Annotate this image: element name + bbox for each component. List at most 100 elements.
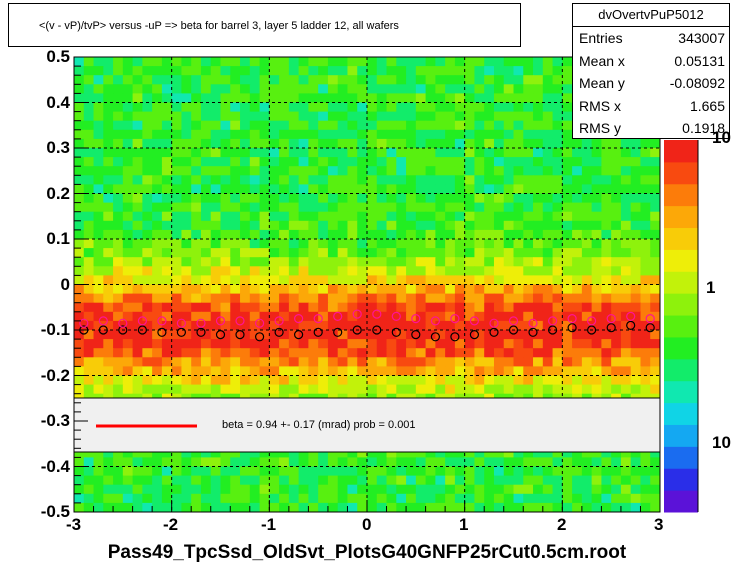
heatmap-cell <box>220 384 231 395</box>
heatmap-cell <box>132 284 143 295</box>
heatmap-cell <box>357 129 368 140</box>
heatmap-cell <box>386 502 397 512</box>
heatmap-cell <box>503 57 515 67</box>
y-tick-label: 0.2 <box>46 184 70 203</box>
heatmap-cell <box>327 475 339 486</box>
heatmap-cell <box>503 375 515 386</box>
heatmap-cell <box>93 75 104 85</box>
heatmap-cell <box>542 84 554 94</box>
heatmap-cell <box>406 239 417 249</box>
heatmap-cell <box>74 166 85 176</box>
heatmap-cell <box>523 157 534 167</box>
heatmap-cell <box>83 366 95 377</box>
heatmap-cell <box>337 384 349 395</box>
heatmap-cell <box>386 220 397 231</box>
heatmap-cell <box>103 148 114 158</box>
heatmap-cell <box>161 239 173 249</box>
heatmap-cell <box>142 275 153 286</box>
heatmap-cell <box>484 457 495 468</box>
heatmap-cell <box>113 366 124 377</box>
heatmap-cell <box>542 320 554 331</box>
heatmap-cell <box>279 157 290 167</box>
heatmap-cell <box>220 366 231 377</box>
heatmap-cell <box>640 320 651 331</box>
heatmap-cell <box>93 275 104 286</box>
heatmap-cell <box>552 311 563 322</box>
heatmap-cell <box>132 184 143 195</box>
heatmap-cell <box>406 148 417 158</box>
heatmap-cell <box>484 184 495 195</box>
heatmap-cell <box>298 211 309 222</box>
heatmap-cell <box>493 339 505 349</box>
black-marker <box>411 330 421 340</box>
heatmap-cell <box>533 484 544 495</box>
heatmap-cell <box>630 257 642 267</box>
heatmap-cell <box>269 384 280 395</box>
heatmap-cell <box>406 111 417 122</box>
heatmap-cell <box>552 239 563 249</box>
magenta-marker <box>235 316 245 326</box>
heatmap-cell <box>464 493 476 504</box>
heatmap-cell <box>542 330 554 340</box>
heatmap-cell <box>240 102 251 113</box>
heatmap-cell <box>318 330 329 340</box>
heatmap-cell <box>474 366 485 377</box>
heatmap-cell <box>191 120 202 131</box>
heatmap-cell <box>493 184 505 195</box>
heatmap-cell <box>474 493 485 504</box>
heatmap-cell <box>269 357 280 367</box>
heatmap-cell <box>347 239 358 249</box>
heatmap-cell <box>327 148 339 158</box>
heatmap-cell <box>542 484 554 495</box>
heatmap-cell <box>542 157 554 167</box>
heatmap-cell <box>113 75 124 85</box>
heatmap-cell <box>630 330 642 340</box>
heatmap-cell <box>132 202 143 213</box>
heatmap-cell <box>259 93 270 104</box>
heatmap-cell <box>454 302 466 313</box>
heatmap-cell <box>132 293 143 304</box>
heatmap-cell <box>562 148 573 158</box>
heatmap-cell <box>142 257 153 267</box>
heatmap-cell <box>181 75 192 85</box>
heatmap-cell <box>464 275 476 286</box>
heatmap-cell <box>533 293 544 304</box>
heatmap-cell <box>601 148 612 158</box>
heatmap-cell <box>396 211 407 222</box>
heatmap-cell <box>640 366 651 377</box>
heatmap-cell <box>493 484 505 495</box>
heatmap-cell <box>533 57 544 67</box>
heatmap-cell <box>650 493 660 504</box>
heatmap-cell <box>308 320 319 331</box>
x-tick-label: 3 <box>654 515 664 534</box>
heatmap-cell <box>367 384 378 395</box>
heatmap-cell <box>542 466 554 477</box>
heatmap-cell <box>191 266 202 276</box>
heatmap-cell <box>240 502 251 512</box>
heatmap-cell <box>474 339 485 349</box>
heatmap-cell <box>142 166 153 176</box>
magenta-marker <box>294 314 304 324</box>
heatmap-cell <box>591 202 602 213</box>
heatmap-cell <box>298 475 309 486</box>
heatmap-cell <box>152 202 163 213</box>
heatmap-cell <box>611 348 622 358</box>
heatmap-cell <box>122 275 134 286</box>
heatmap-cell <box>415 348 427 358</box>
heatmap-cell <box>122 93 134 104</box>
heatmap-cell <box>620 484 632 495</box>
heatmap-cell <box>572 448 583 458</box>
heatmap-cell <box>415 175 427 185</box>
heatmap-cell <box>337 148 349 158</box>
heatmap-cell <box>113 384 124 395</box>
heatmap-cell <box>357 375 368 386</box>
heatmap-cell <box>533 75 544 85</box>
heatmap-cell <box>552 484 563 495</box>
heatmap-cell <box>103 475 114 486</box>
heatmap-cell <box>122 357 134 367</box>
heatmap-cell <box>171 57 183 67</box>
heatmap-cell <box>327 284 339 295</box>
heatmap-cell <box>113 457 124 468</box>
heatmap-cell <box>435 375 446 386</box>
heatmap-cell <box>611 175 622 185</box>
